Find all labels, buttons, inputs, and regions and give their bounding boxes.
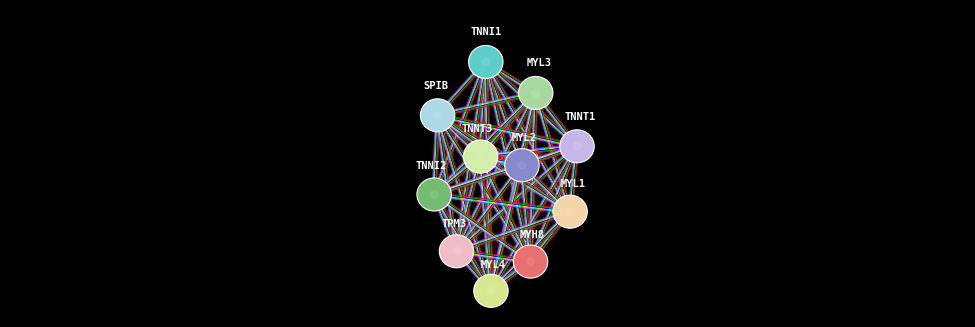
Ellipse shape [474,274,508,307]
Text: MYL4: MYL4 [480,260,505,269]
Ellipse shape [505,149,539,182]
Ellipse shape [463,140,498,173]
Ellipse shape [553,195,587,228]
Ellipse shape [572,142,582,151]
Ellipse shape [517,161,526,170]
Text: TNNI2: TNNI2 [415,161,447,171]
Ellipse shape [481,58,490,66]
Ellipse shape [420,99,454,132]
Ellipse shape [451,247,461,256]
Ellipse shape [560,130,594,163]
Ellipse shape [476,152,486,161]
Ellipse shape [519,77,553,110]
Text: MYL2: MYL2 [511,133,536,143]
Ellipse shape [513,245,548,278]
Ellipse shape [469,45,503,78]
Text: TNNT3: TNNT3 [461,124,492,134]
Text: MYL3: MYL3 [526,58,552,68]
Text: TNNI1: TNNI1 [470,27,501,37]
Text: MYH8: MYH8 [520,230,545,240]
Text: TNNT1: TNNT1 [565,112,596,122]
Ellipse shape [526,257,535,266]
Ellipse shape [531,88,540,97]
Ellipse shape [433,111,443,120]
Ellipse shape [429,190,439,199]
Ellipse shape [440,235,474,268]
Text: SPIB: SPIB [423,80,448,91]
Text: TPM3: TPM3 [442,219,466,229]
Ellipse shape [487,286,495,295]
Ellipse shape [417,178,451,211]
Ellipse shape [566,207,575,216]
Text: MYL1: MYL1 [561,179,586,189]
